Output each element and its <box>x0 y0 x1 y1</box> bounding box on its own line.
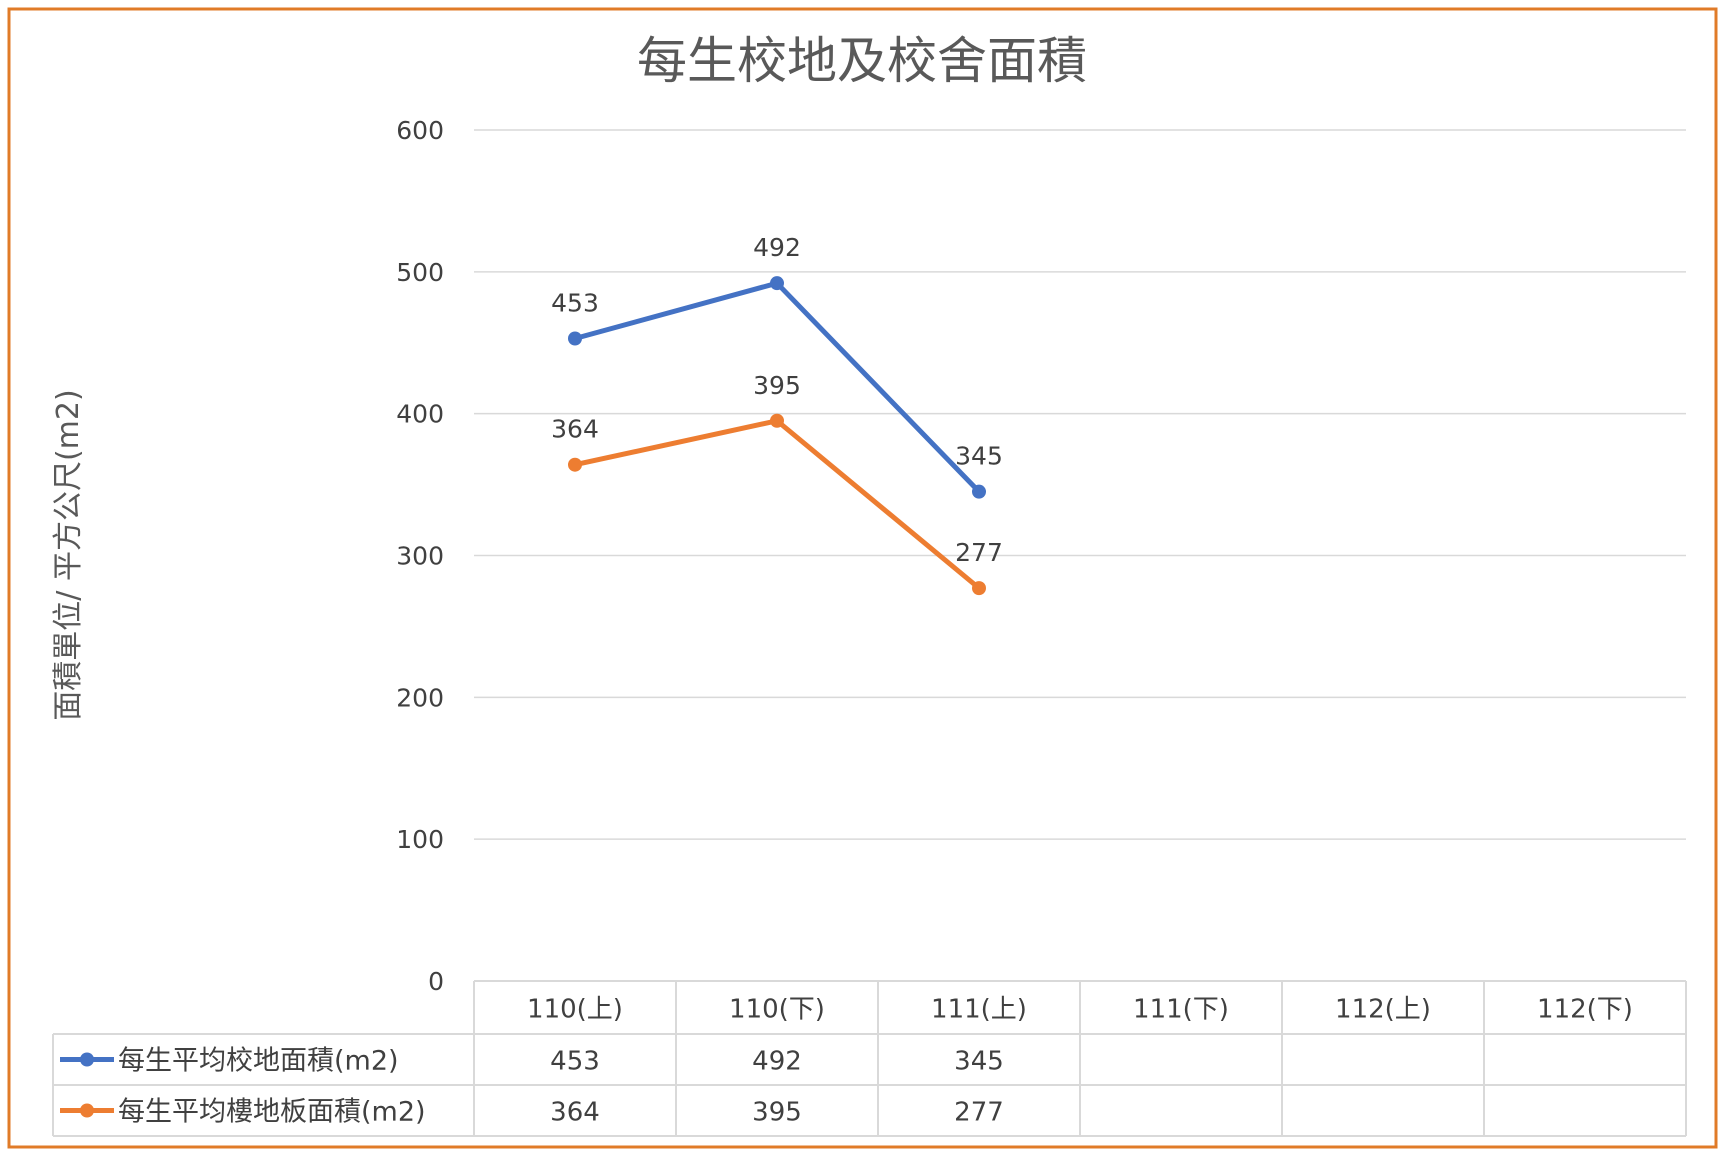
data-point <box>972 581 986 596</box>
data-label: 453 <box>551 288 599 317</box>
data-point <box>770 276 784 291</box>
y-axis-ticks: 0 100 200 300 400 500 600 <box>396 116 444 996</box>
series-lines <box>568 276 986 596</box>
category-label: 111(上) <box>931 995 1027 1025</box>
data-label: 277 <box>955 538 1003 567</box>
y-tick-label: 0 <box>428 967 444 996</box>
table-cell-value: 492 <box>752 1047 802 1077</box>
y-tick-label: 500 <box>396 258 444 287</box>
table-cell-value: 277 <box>954 1098 1004 1128</box>
y-tick-label: 400 <box>396 400 444 429</box>
legend-label: 每生平均校地面積(m2) <box>118 1046 399 1077</box>
y-tick-label: 100 <box>396 825 444 854</box>
data-label: 345 <box>955 442 1003 471</box>
data-table: 110(上) 110(下) 111(上) 111(下) 112(上) 112(下) 每生平均… <box>52 980 1687 1137</box>
category-label: 112(上) <box>1335 995 1431 1025</box>
legend-key-marker <box>80 1103 94 1118</box>
gridlines <box>474 129 1686 840</box>
legend-label: 每生平均樓地板面積(m2) <box>118 1097 426 1128</box>
data-label: 364 <box>551 415 599 444</box>
category-label: 110(上) <box>527 995 623 1025</box>
y-tick-label: 300 <box>396 542 444 571</box>
table-cell-value: 395 <box>752 1098 802 1128</box>
category-label: 110(下) <box>729 995 825 1025</box>
chart-frame <box>7 7 1718 1149</box>
data-label: 492 <box>753 233 801 262</box>
data-labels: 453 492 345 364 395 277 <box>551 233 1003 567</box>
category-label: 111(下) <box>1133 995 1229 1025</box>
y-axis-label: 面積單位/ 平方公尺(m2) <box>51 389 86 720</box>
data-point <box>972 484 986 499</box>
table-cell-value: 453 <box>550 1047 600 1077</box>
data-point <box>770 413 784 428</box>
data-point <box>568 457 582 472</box>
chart-title: 每生校地及校舍面積 <box>637 32 1087 90</box>
y-tick-label: 200 <box>396 683 444 712</box>
table-cell-value: 345 <box>954 1047 1004 1077</box>
data-label: 395 <box>753 371 801 400</box>
table-cell-value: 364 <box>550 1098 600 1128</box>
category-label: 112(下) <box>1537 995 1633 1025</box>
y-tick-label: 600 <box>396 116 444 145</box>
data-point <box>568 331 582 346</box>
legend-key-marker <box>80 1052 94 1067</box>
